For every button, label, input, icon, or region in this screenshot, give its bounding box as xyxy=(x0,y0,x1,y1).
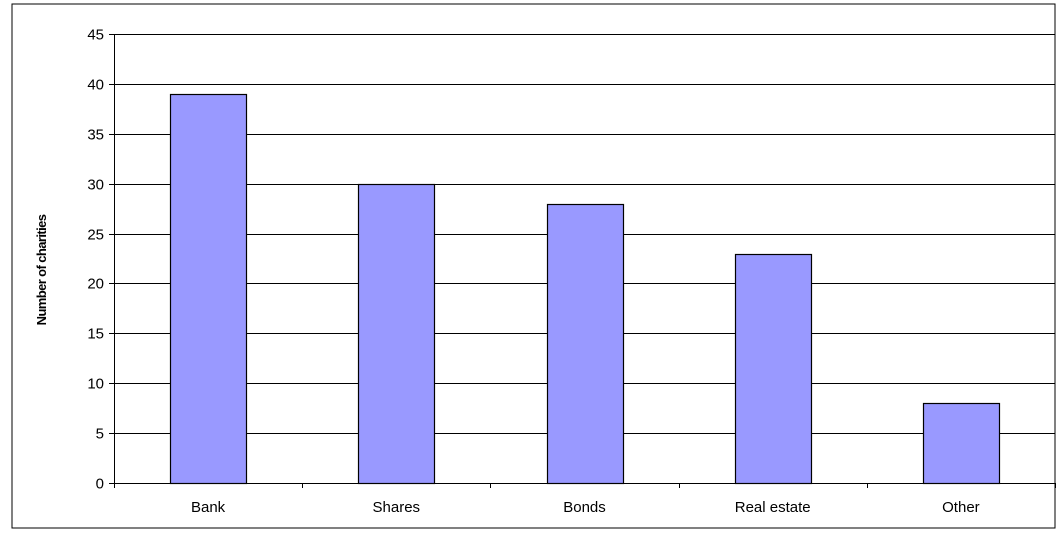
y-tick-label: 30 xyxy=(87,177,104,194)
y-axis-label: Number of charities xyxy=(34,214,49,325)
y-tick-label: 5 xyxy=(96,426,104,443)
x-tick-label: Other xyxy=(942,499,980,516)
bar-other xyxy=(922,402,1001,485)
x-tick-label: Bank xyxy=(191,499,226,516)
y-tick-label: 25 xyxy=(87,227,104,244)
x-tick-labels: Bank Shares Bonds Real estate Other xyxy=(191,499,980,516)
x-tick-label: Bonds xyxy=(563,499,606,516)
y-tick-label: 35 xyxy=(87,127,104,144)
y-tick-label: 20 xyxy=(87,276,104,293)
bar-shares xyxy=(357,183,436,485)
chart-frame xyxy=(11,3,1056,529)
y-tick-labels: 0 5 10 15 20 25 30 35 40 45 xyxy=(87,27,104,493)
y-tick-label: 15 xyxy=(87,326,104,343)
bars xyxy=(169,93,1001,485)
bar-real-estate xyxy=(734,253,813,485)
y-tick-label: 0 xyxy=(96,476,104,493)
bar-bank xyxy=(169,93,248,485)
y-tick-label: 45 xyxy=(87,27,104,44)
x-tick-label: Shares xyxy=(373,499,421,516)
axes xyxy=(109,34,1056,488)
x-tick-label: Real estate xyxy=(735,499,811,516)
bar-bonds xyxy=(546,203,625,485)
y-tick-label: 10 xyxy=(87,376,104,393)
y-tick-label: 40 xyxy=(87,77,104,94)
